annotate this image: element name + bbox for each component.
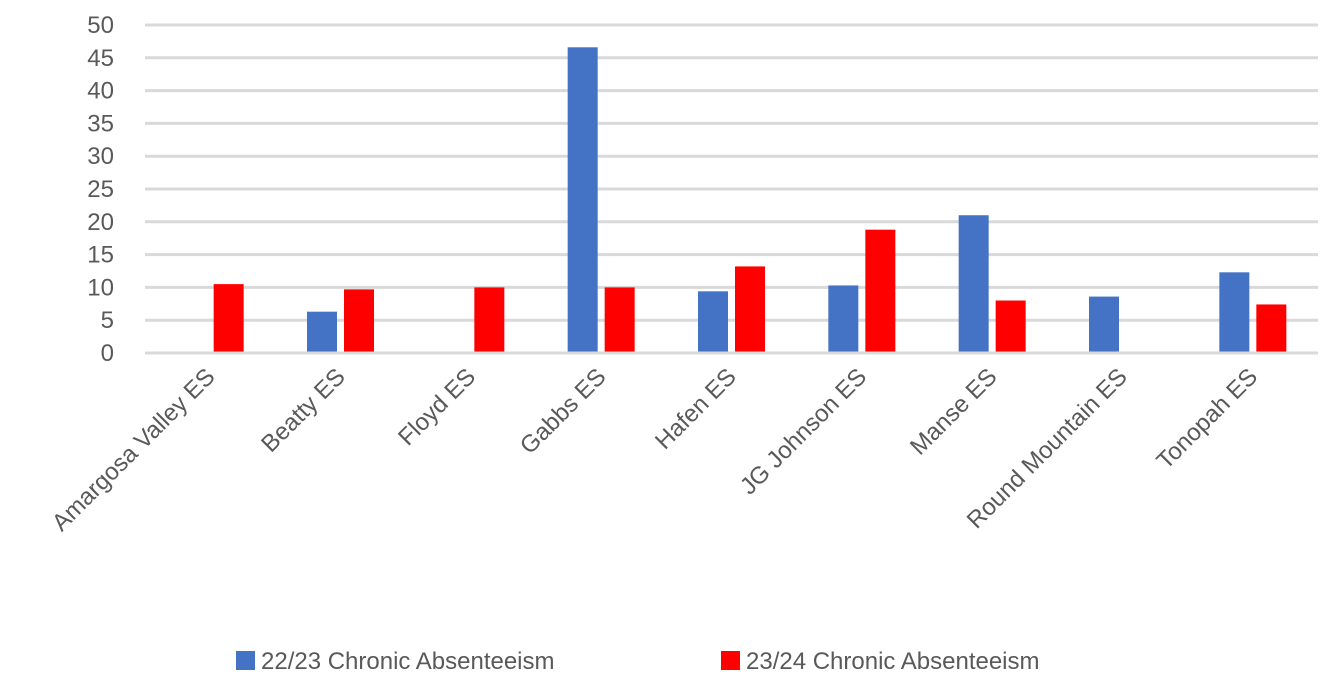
- x-axis-labels: Amargosa Valley ES Beatty ES Floyd ES Gabbs…: [47, 363, 1263, 536]
- bar-series1-manse-es: [958, 215, 989, 353]
- y-axis-ticks: 0 5 10 15 20 25 30 35 40 45 50: [87, 12, 114, 367]
- y-tick-label: 25: [87, 176, 114, 203]
- legend: 22/23 Chronic Absenteeism 23/24 Chronic A…: [236, 648, 1040, 675]
- bar-series2-hafen-es: [735, 266, 765, 353]
- x-tick-label: Tonopah ES: [1152, 363, 1264, 475]
- y-tick-label: 40: [87, 78, 114, 105]
- bar-series1-round-mountain-es: [1089, 296, 1119, 353]
- x-tick-label: Beatty ES: [256, 363, 351, 458]
- bar-series1-gabbs-es: [567, 47, 598, 353]
- x-tick-label: Gabbs ES: [515, 363, 611, 459]
- legend-label: 22/23 Chronic Absenteeism: [261, 648, 555, 675]
- bar-series1-hafen-es: [698, 291, 728, 353]
- y-tick-label: 0: [101, 340, 114, 367]
- y-tick-label: 5: [101, 307, 114, 334]
- x-tick-label: Amargosa Valley ES: [47, 363, 220, 536]
- legend-swatch: [721, 651, 740, 670]
- bar-series2-gabbs-es: [604, 287, 635, 353]
- bar-series2-manse-es: [995, 300, 1026, 353]
- x-tick-label: Hafen ES: [650, 363, 742, 455]
- bars: [213, 47, 1287, 353]
- bar-series1-jg-johnson-es: [828, 285, 859, 353]
- y-tick-label: 20: [87, 209, 114, 236]
- bar-series1-tonopah-es: [1219, 272, 1250, 353]
- y-tick-label: 45: [87, 45, 114, 72]
- y-tick-label: 35: [87, 110, 114, 137]
- y-tick-label: 30: [87, 143, 114, 170]
- x-tick-label: JG Johnson ES: [735, 363, 872, 500]
- bar-series2-floyd-es: [474, 287, 505, 353]
- gridlines: [145, 23, 1318, 322]
- y-tick-label: 15: [87, 242, 114, 269]
- legend-label: 23/24 Chronic Absenteeism: [746, 648, 1040, 675]
- bar-series2-jg-johnson-es: [865, 229, 896, 353]
- bar-series1-beatty-es: [307, 311, 337, 353]
- bar-series2-beatty-es: [344, 289, 374, 353]
- y-tick-label: 50: [87, 12, 114, 39]
- x-tick-label: Floyd ES: [393, 363, 481, 451]
- x-tick-label: Manse ES: [905, 363, 1002, 460]
- bar-series2-amargosa-valley-es: [213, 284, 244, 353]
- bar-series2-tonopah-es: [1256, 304, 1287, 353]
- legend-swatch: [236, 651, 255, 670]
- y-tick-label: 10: [87, 274, 114, 301]
